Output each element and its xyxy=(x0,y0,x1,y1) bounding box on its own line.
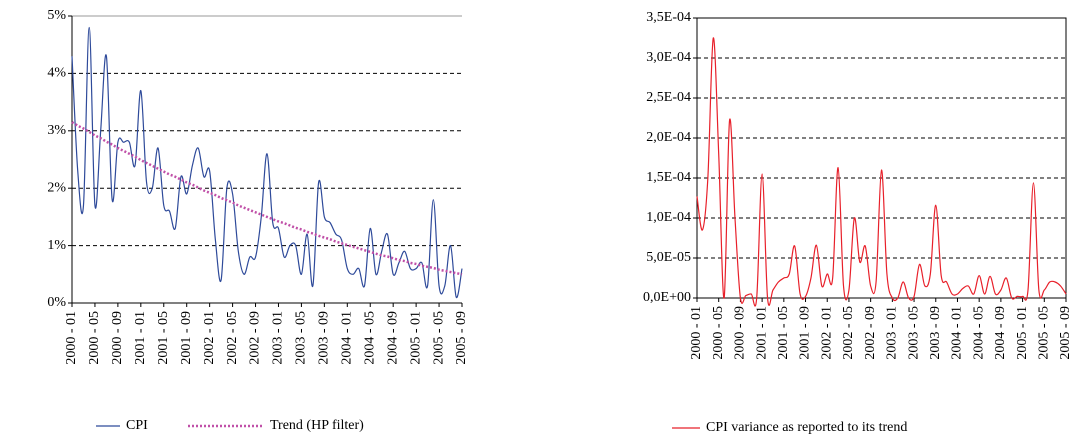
y-tick-label: 0,0E+00 xyxy=(643,290,691,305)
x-tick-label: 2003 - 09 xyxy=(928,306,943,360)
x-tick-label: 2002 - 09 xyxy=(248,311,263,365)
x-tick-label: 2003 - 01 xyxy=(885,306,900,360)
x-tick-label: 2005 - 01 xyxy=(1015,306,1030,360)
y-tick-label: 2% xyxy=(47,180,66,195)
x-tick-label: 2001 - 01 xyxy=(754,306,769,360)
x-tick-label: 2005 - 01 xyxy=(408,311,423,365)
x-tick-label: 2003 - 05 xyxy=(294,311,309,365)
x-tick-label: 2004 - 09 xyxy=(993,306,1008,360)
x-tick-label: 2004 - 05 xyxy=(362,311,377,365)
y-tick-label: 4% xyxy=(47,66,66,81)
series-line xyxy=(71,26,463,298)
y-tick-label: 3% xyxy=(47,123,66,138)
x-tick-label: 2000 - 01 xyxy=(689,306,704,360)
y-tick-label: 1,5E-04 xyxy=(646,170,691,185)
y-tick-label: 5,0E-05 xyxy=(646,250,691,265)
x-tick-label: 2005 - 05 xyxy=(1037,306,1052,360)
plot-frame xyxy=(696,17,1067,299)
y-tick-label: 1,0E-04 xyxy=(646,210,691,225)
x-tick-label: 2002 - 05 xyxy=(225,311,240,365)
x-tick-label: 2001 - 05 xyxy=(776,306,791,360)
x-tick-label: 2000 - 09 xyxy=(733,306,748,360)
x-tick-label: 2002 - 09 xyxy=(863,306,878,360)
y-tick-label: 5% xyxy=(47,8,66,23)
x-tick-label: 2004 - 01 xyxy=(950,306,965,360)
series-line xyxy=(71,121,463,276)
x-tick-label: 2001 - 01 xyxy=(133,311,148,365)
legend-label: CPI variance as reported to its trend xyxy=(706,420,907,435)
series-line xyxy=(696,37,1067,307)
y-tick-label: 1% xyxy=(47,238,66,253)
y-tick-label: 2,5E-04 xyxy=(646,90,691,105)
x-tick-label: 2002 - 01 xyxy=(202,311,217,365)
x-tick-label: 2005 - 09 xyxy=(1058,306,1073,360)
x-tick-label: 2005 - 05 xyxy=(431,311,446,365)
legend-label: Trend (HP filter) xyxy=(270,418,364,433)
y-tick-label: 0% xyxy=(47,295,66,310)
x-tick-label: 2000 - 05 xyxy=(711,306,726,360)
x-tick-label: 2003 - 05 xyxy=(906,306,921,360)
x-tick-label: 2001 - 09 xyxy=(798,306,813,360)
x-tick-label: 2003 - 01 xyxy=(271,311,286,365)
x-tick-label: 2001 - 09 xyxy=(179,311,194,365)
legend-label: CPI xyxy=(126,418,148,433)
x-tick-label: 2004 - 09 xyxy=(385,311,400,365)
x-tick-label: 2004 - 01 xyxy=(340,311,355,365)
x-tick-label: 2002 - 01 xyxy=(819,306,834,360)
x-tick-label: 2002 - 05 xyxy=(841,306,856,360)
x-tick-label: 2005 - 09 xyxy=(454,311,469,365)
x-tick-label: 2003 - 09 xyxy=(317,311,332,365)
x-tick-label: 2001 - 05 xyxy=(156,311,171,365)
y-tick-label: 2,0E-04 xyxy=(646,130,691,145)
x-tick-label: 2000 - 05 xyxy=(87,311,102,365)
x-tick-label: 2000 - 09 xyxy=(110,311,125,365)
y-tick-label: 3,0E-04 xyxy=(646,50,691,65)
x-tick-label: 2000 - 01 xyxy=(64,311,79,365)
y-tick-label: 3,5E-04 xyxy=(646,10,691,25)
x-tick-label: 2004 - 05 xyxy=(971,306,986,360)
